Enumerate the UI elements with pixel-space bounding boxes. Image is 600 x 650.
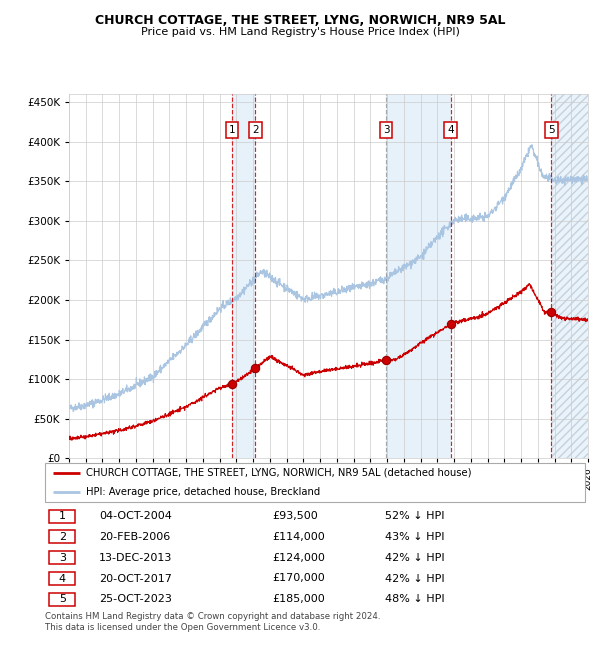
Text: CHURCH COTTAGE, THE STREET, LYNG, NORWICH, NR9 5AL: CHURCH COTTAGE, THE STREET, LYNG, NORWIC… (95, 14, 505, 27)
Text: £114,000: £114,000 (272, 532, 325, 542)
Text: £93,500: £93,500 (272, 511, 317, 521)
Text: 2: 2 (59, 532, 66, 542)
Text: 4: 4 (448, 125, 454, 135)
Text: 5: 5 (59, 594, 66, 604)
Text: HPI: Average price, detached house, Breckland: HPI: Average price, detached house, Brec… (86, 487, 320, 497)
Text: 42% ↓ HPI: 42% ↓ HPI (385, 573, 445, 584)
Bar (551, 94, 588, 458)
Bar (551, 94, 588, 458)
FancyBboxPatch shape (49, 510, 75, 523)
Bar (232, 94, 256, 458)
Text: 1: 1 (229, 125, 236, 135)
Text: £124,000: £124,000 (272, 552, 325, 563)
Text: 43% ↓ HPI: 43% ↓ HPI (385, 532, 445, 542)
Text: Price paid vs. HM Land Registry's House Price Index (HPI): Price paid vs. HM Land Registry's House … (140, 27, 460, 37)
Text: 48% ↓ HPI: 48% ↓ HPI (385, 594, 445, 604)
Text: 13-DEC-2013: 13-DEC-2013 (99, 552, 172, 563)
Text: 04-OCT-2004: 04-OCT-2004 (99, 511, 172, 521)
FancyBboxPatch shape (49, 530, 75, 543)
Text: Contains HM Land Registry data © Crown copyright and database right 2024.
This d: Contains HM Land Registry data © Crown c… (45, 612, 380, 632)
Text: 20-OCT-2017: 20-OCT-2017 (99, 573, 172, 584)
FancyBboxPatch shape (49, 551, 75, 564)
Text: £185,000: £185,000 (272, 594, 325, 604)
Text: 25-OCT-2023: 25-OCT-2023 (99, 594, 172, 604)
Text: 3: 3 (59, 552, 66, 563)
FancyBboxPatch shape (45, 463, 585, 502)
Text: 2: 2 (252, 125, 259, 135)
Text: £170,000: £170,000 (272, 573, 325, 584)
FancyBboxPatch shape (49, 593, 75, 606)
FancyBboxPatch shape (49, 572, 75, 585)
Bar (386, 94, 451, 458)
Text: 4: 4 (59, 573, 66, 584)
Text: 1: 1 (59, 511, 66, 521)
Text: CHURCH COTTAGE, THE STREET, LYNG, NORWICH, NR9 5AL (detached house): CHURCH COTTAGE, THE STREET, LYNG, NORWIC… (86, 468, 471, 478)
Text: 20-FEB-2006: 20-FEB-2006 (99, 532, 170, 542)
Text: 3: 3 (383, 125, 389, 135)
Text: 52% ↓ HPI: 52% ↓ HPI (385, 511, 445, 521)
Text: 42% ↓ HPI: 42% ↓ HPI (385, 552, 445, 563)
Text: 5: 5 (548, 125, 554, 135)
